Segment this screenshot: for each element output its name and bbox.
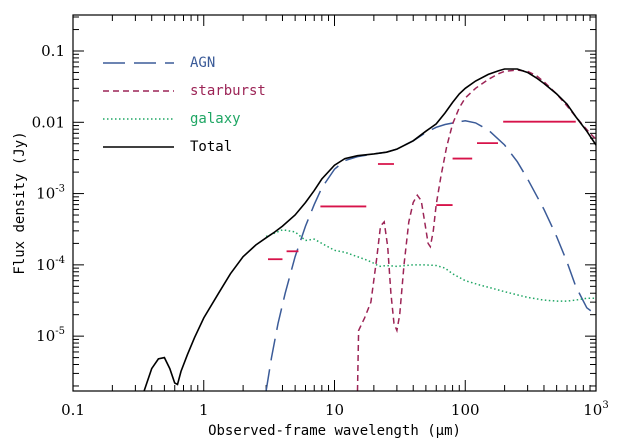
y-tick-label-exp: -4 [55,255,65,266]
y-tick-label: 10-5 [36,326,65,345]
observations-group [267,120,576,261]
series-group [143,68,597,392]
y-tick-label: 0.01 [32,113,65,131]
x-tick-label-base: 10 [325,401,344,419]
x-tick-label-base: 1 [199,401,209,419]
legend-label-agn: AGN [190,55,215,71]
y-tick-label-exp: -3 [55,184,65,195]
x-tick-label-base: 10 [583,401,602,419]
y-tick-label: 10-4 [36,255,65,274]
y-tick-label-base: 10 [36,327,55,345]
legend-label-starburst: starburst [190,83,266,99]
x-tick-label: 103 [583,400,608,419]
legend-label-total: Total [190,139,232,155]
x-tick-label-base: 100 [451,401,480,419]
x-tick-label: 0.1 [61,401,85,419]
x-tick-label: 10 [325,401,344,419]
x-axis-label: Observed-frame wavelength (μm) [208,423,461,439]
y-tick-label-exp: -5 [55,326,65,337]
legend-label-galaxy: galaxy [190,111,241,127]
series-line-starburst [356,69,597,392]
plot-frame [72,14,597,392]
y-tick-label-base: 10 [36,185,55,203]
series-line-total [143,68,597,392]
series-line-agn [265,120,597,392]
x-tick-label: 100 [451,401,480,419]
y-tick-label-base: 10 [36,256,55,274]
y-tick-label: 10-3 [36,184,65,203]
tick-group [72,15,597,391]
y-tick-label: 0.1 [41,42,65,60]
legend: AGN starburst galaxy Total [103,55,266,155]
x-tick-label-exp: 3 [602,400,608,411]
y-axis-label: Flux density (Jy) [12,131,28,274]
series-line-galaxy [265,229,596,302]
x-tick-label-base: 0.1 [61,401,85,419]
x-tick-label: 1 [199,401,209,419]
